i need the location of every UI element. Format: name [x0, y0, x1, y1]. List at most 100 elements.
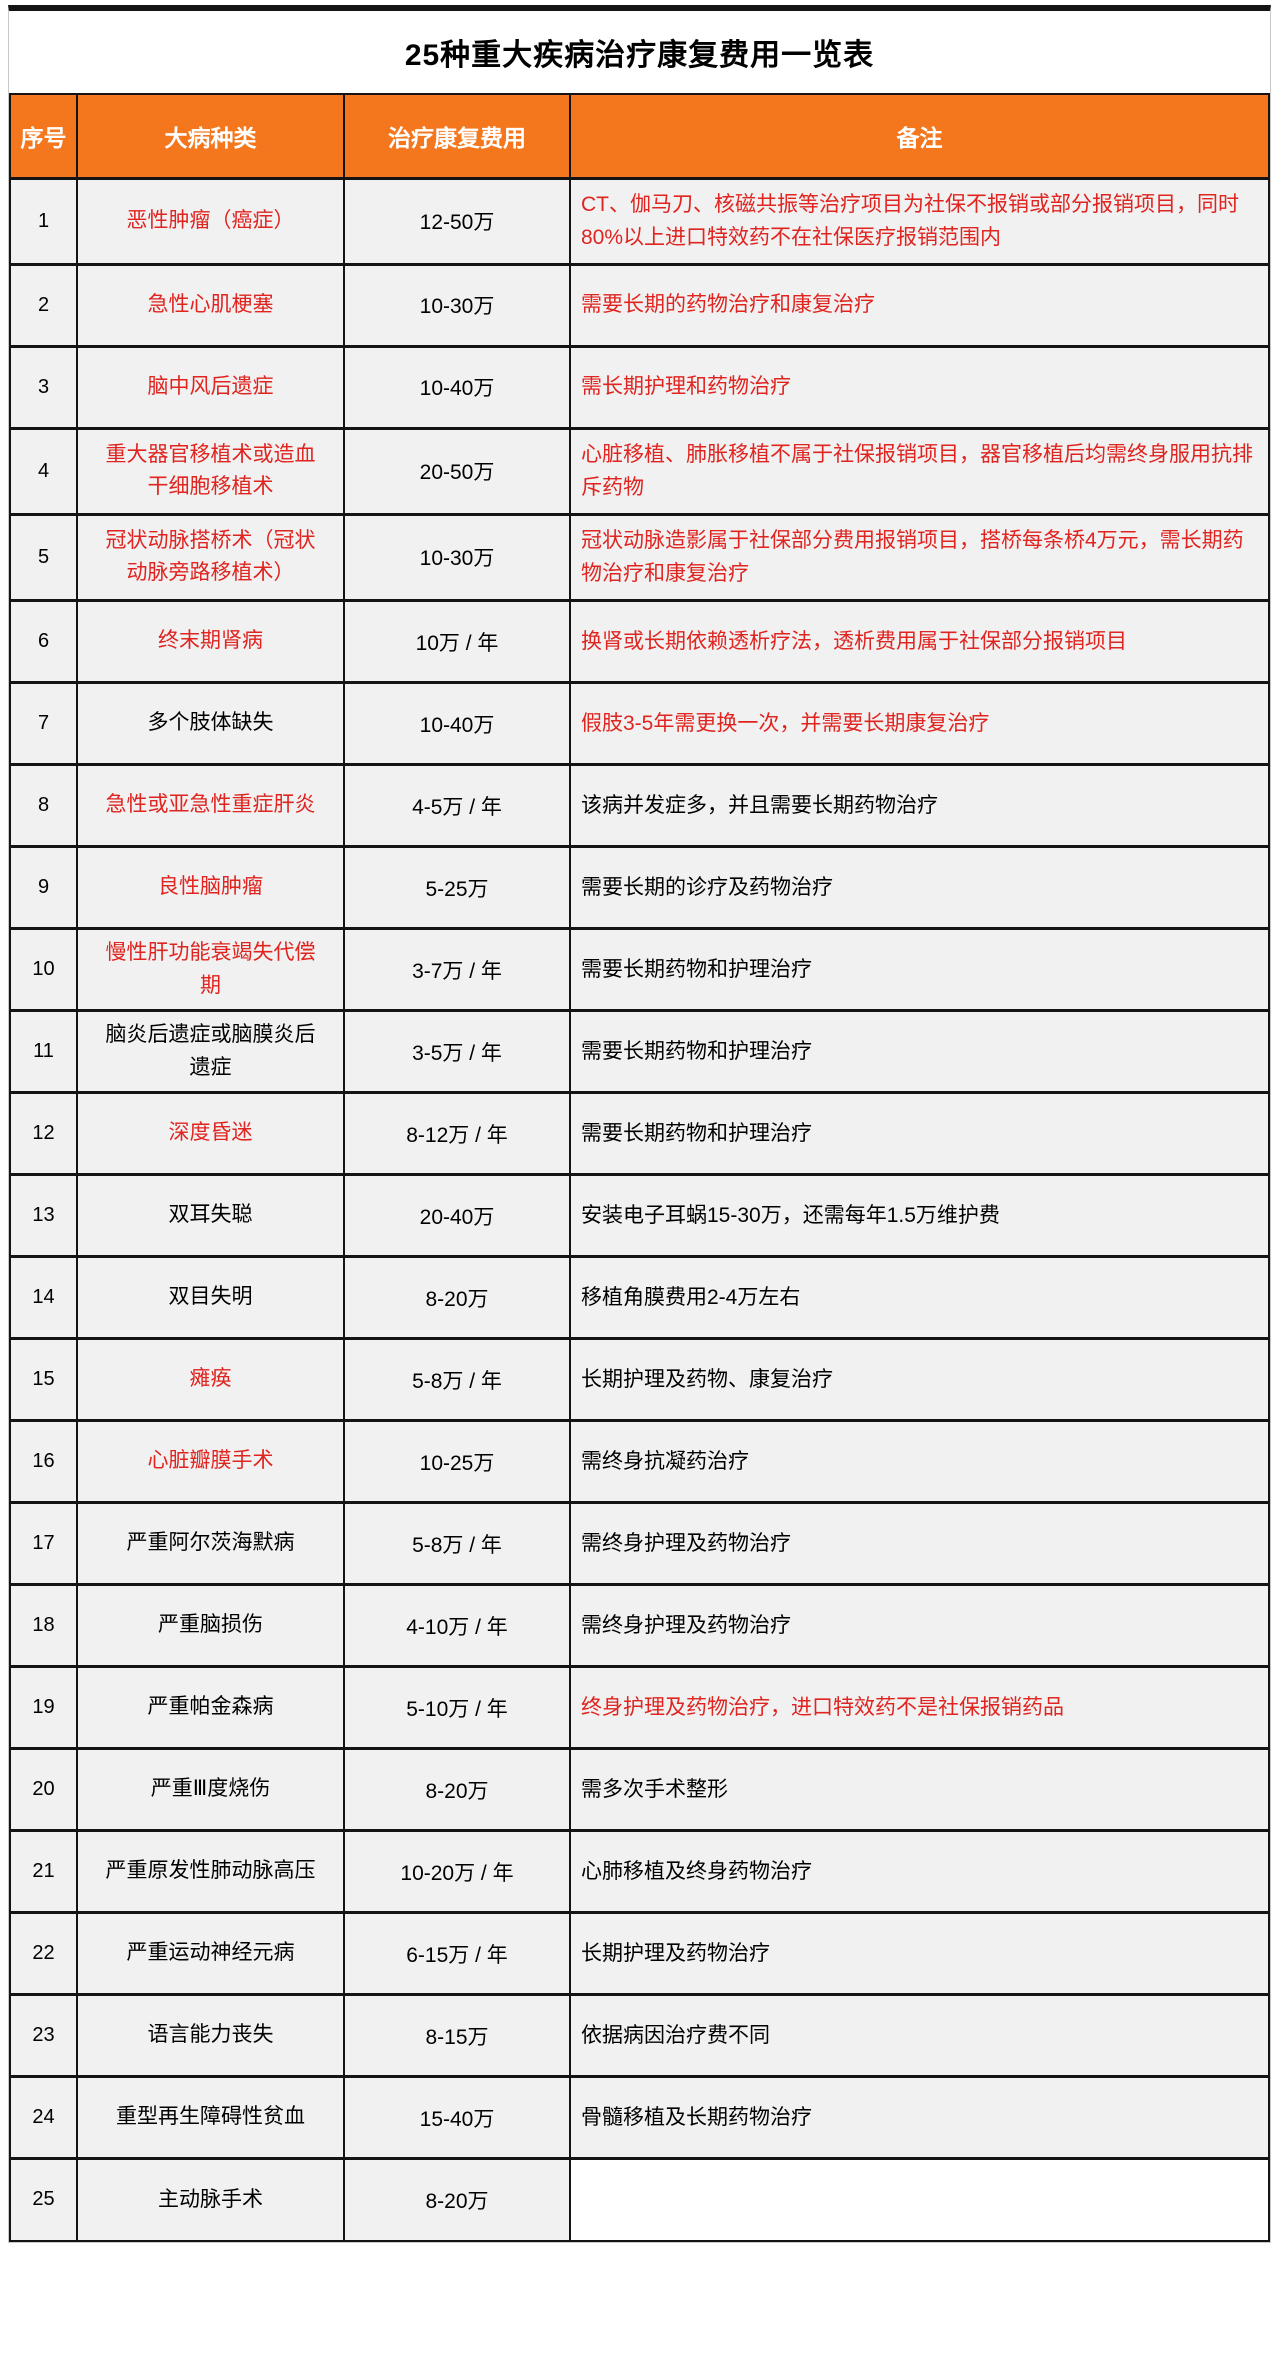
row-index-cell: 21	[9, 1829, 78, 1914]
row-index-cell: 6	[9, 599, 78, 684]
row-index-cell: 1	[9, 176, 78, 266]
table-row: 6 终末期肾病 10万 / 年 换肾或长期依赖透析疗法，透析费用属于社保部分报销…	[9, 599, 1270, 684]
cost-cell: 5-25万	[343, 845, 571, 930]
table-row: 21 严重原发性肺动脉高压 10-20万 / 年 心肺移植及终身药物治疗	[9, 1829, 1270, 1914]
row-index-cell: 3	[9, 344, 78, 430]
note-cell: 安装电子耳蜗15-30万，还需每年1.5万维护费	[569, 1173, 1270, 1258]
cost-cell: 3-7万 / 年	[343, 927, 571, 1012]
note-cell: 需多次手术整形	[569, 1747, 1270, 1832]
row-index-cell: 10	[9, 927, 78, 1012]
row-index-cell: 8	[9, 763, 78, 848]
page-title: 25种重大疾病治疗康复费用一览表	[9, 11, 1270, 93]
table-row: 20 严重Ⅲ度烧伤 8-20万 需多次手术整形	[9, 1747, 1270, 1832]
table-row: 5 冠状动脉搭桥术（冠状动脉旁路移植术） 10-30万 冠状动脉造影属于社保部分…	[9, 512, 1270, 602]
table-row: 15 瘫痪 5-8万 / 年 长期护理及药物、康复治疗	[9, 1337, 1270, 1422]
row-index-cell: 9	[9, 845, 78, 930]
disease-name-cell: 瘫痪	[76, 1337, 345, 1422]
note-cell: 需要长期的诊疗及药物治疗	[569, 845, 1270, 930]
cost-cell: 20-40万	[343, 1173, 571, 1258]
header-cell-cost: 治疗康复费用	[343, 93, 571, 179]
note-cell: 骨髓移植及长期药物治疗	[569, 2075, 1270, 2160]
cost-cell: 4-10万 / 年	[343, 1583, 571, 1668]
cost-cell: 8-20万	[343, 1255, 571, 1340]
note-cell: 需终身护理及药物治疗	[569, 1583, 1270, 1668]
row-index-cell: 22	[9, 1911, 78, 1996]
row-index-cell: 25	[9, 2157, 78, 2242]
cost-cell: 10-25万	[343, 1419, 571, 1504]
cost-cell: 10万 / 年	[343, 599, 571, 684]
note-cell: 冠状动脉造影属于社保部分费用报销项目，搭桥每条桥4万元，需长期药物治疗和康复治疗	[569, 512, 1270, 602]
row-index-cell: 13	[9, 1173, 78, 1258]
table-row: 22 严重运动神经元病 6-15万 / 年 长期护理及药物治疗	[9, 1911, 1270, 1996]
note-cell: 换肾或长期依赖透析疗法，透析费用属于社保部分报销项目	[569, 599, 1270, 684]
table-row: 2 急性心肌梗塞 10-30万 需要长期的药物治疗和康复治疗	[9, 262, 1270, 348]
cost-cell: 8-20万	[343, 2157, 571, 2242]
row-index-cell: 12	[9, 1091, 78, 1176]
header-row: 序号 大病种类 治疗康复费用 备注	[9, 93, 1270, 179]
cost-cell: 20-50万	[343, 426, 571, 516]
note-cell: 长期护理及药物、康复治疗	[569, 1337, 1270, 1422]
row-index-cell: 24	[9, 2075, 78, 2160]
table-header: 序号 大病种类 治疗康复费用 备注	[9, 93, 1270, 179]
disease-name-cell: 急性心肌梗塞	[76, 262, 345, 348]
cost-cell: 8-20万	[343, 1747, 571, 1832]
disease-name-cell: 双目失明	[76, 1255, 345, 1340]
note-cell	[569, 2157, 1270, 2242]
table-row: 8 急性或亚急性重症肝炎 4-5万 / 年 该病并发症多，并且需要长期药物治疗	[9, 763, 1270, 848]
table-sheet: 25种重大疾病治疗康复费用一览表 序号 大病种类 治疗康复费用 备注 1 恶性肿…	[8, 5, 1271, 2243]
table-row: 18 严重脑损伤 4-10万 / 年 需终身护理及药物治疗	[9, 1583, 1270, 1668]
table-row: 19 严重帕金森病 5-10万 / 年 终身护理及药物治疗，进口特效药不是社保报…	[9, 1665, 1270, 1750]
cost-cell: 10-40万	[343, 681, 571, 766]
disease-name-cell: 冠状动脉搭桥术（冠状动脉旁路移植术）	[76, 512, 345, 602]
cost-cell: 5-8万 / 年	[343, 1337, 571, 1422]
disease-name-cell: 语言能力丧失	[76, 1993, 345, 2078]
disease-name-cell: 严重Ⅲ度烧伤	[76, 1747, 345, 1832]
cost-cell: 8-15万	[343, 1993, 571, 2078]
row-index-cell: 5	[9, 512, 78, 602]
cost-cell: 6-15万 / 年	[343, 1911, 571, 1996]
row-index-cell: 19	[9, 1665, 78, 1750]
disease-name-cell: 心脏瓣膜手术	[76, 1419, 345, 1504]
table-row: 16 心脏瓣膜手术 10-25万 需终身抗凝药治疗	[9, 1419, 1270, 1504]
note-cell: 需终身抗凝药治疗	[569, 1419, 1270, 1504]
note-cell: 心脏移植、肺胀移植不属于社保报销项目，器官移植后均需终身服用抗排斥药物	[569, 426, 1270, 516]
note-cell: 需要长期药物和护理治疗	[569, 1009, 1270, 1094]
disease-name-cell: 严重阿尔茨海默病	[76, 1501, 345, 1586]
table-row: 25 主动脉手术 8-20万	[9, 2157, 1270, 2242]
note-cell: 假肢3-5年需更换一次，并需要长期康复治疗	[569, 681, 1270, 766]
cost-cell: 10-20万 / 年	[343, 1829, 571, 1914]
row-index-cell: 23	[9, 1993, 78, 2078]
disease-name-cell: 严重原发性肺动脉高压	[76, 1829, 345, 1914]
note-cell: 需长期护理和药物治疗	[569, 344, 1270, 430]
disease-name-cell: 脑炎后遗症或脑膜炎后遗症	[76, 1009, 345, 1094]
disease-name-cell: 终末期肾病	[76, 599, 345, 684]
cost-cell: 5-8万 / 年	[343, 1501, 571, 1586]
row-index-cell: 15	[9, 1337, 78, 1422]
note-cell: 需要长期的药物治疗和康复治疗	[569, 262, 1270, 348]
table-row: 12 深度昏迷 8-12万 / 年 需要长期药物和护理治疗	[9, 1091, 1270, 1176]
note-cell: 长期护理及药物治疗	[569, 1911, 1270, 1996]
note-cell: 心肺移植及终身药物治疗	[569, 1829, 1270, 1914]
cost-cell: 10-40万	[343, 344, 571, 430]
row-index-cell: 2	[9, 262, 78, 348]
cost-cell: 10-30万	[343, 262, 571, 348]
table-row: 10 慢性肝功能衰竭失代偿期 3-7万 / 年 需要长期药物和护理治疗	[9, 927, 1270, 1012]
cost-cell: 5-10万 / 年	[343, 1665, 571, 1750]
row-index-cell: 20	[9, 1747, 78, 1832]
table-row: 9 良性脑肿瘤 5-25万 需要长期的诊疗及药物治疗	[9, 845, 1270, 930]
note-cell: 需要长期药物和护理治疗	[569, 927, 1270, 1012]
disease-name-cell: 多个肢体缺失	[76, 681, 345, 766]
cost-cell: 15-40万	[343, 2075, 571, 2160]
disease-name-cell: 重型再生障碍性贫血	[76, 2075, 345, 2160]
table-row: 24 重型再生障碍性贫血 15-40万 骨髓移植及长期药物治疗	[9, 2075, 1270, 2160]
disease-name-cell: 恶性肿瘤（癌症）	[76, 176, 345, 266]
header-cell-note: 备注	[569, 93, 1270, 179]
note-cell: 该病并发症多，并且需要长期药物治疗	[569, 763, 1270, 848]
row-index-cell: 11	[9, 1009, 78, 1094]
disease-name-cell: 严重运动神经元病	[76, 1911, 345, 1996]
disease-name-cell: 慢性肝功能衰竭失代偿期	[76, 927, 345, 1012]
table-row: 17 严重阿尔茨海默病 5-8万 / 年 需终身护理及药物治疗	[9, 1501, 1270, 1586]
note-cell: 移植角膜费用2-4万左右	[569, 1255, 1270, 1340]
note-cell: 依据病因治疗费不同	[569, 1993, 1270, 2078]
row-index-cell: 14	[9, 1255, 78, 1340]
